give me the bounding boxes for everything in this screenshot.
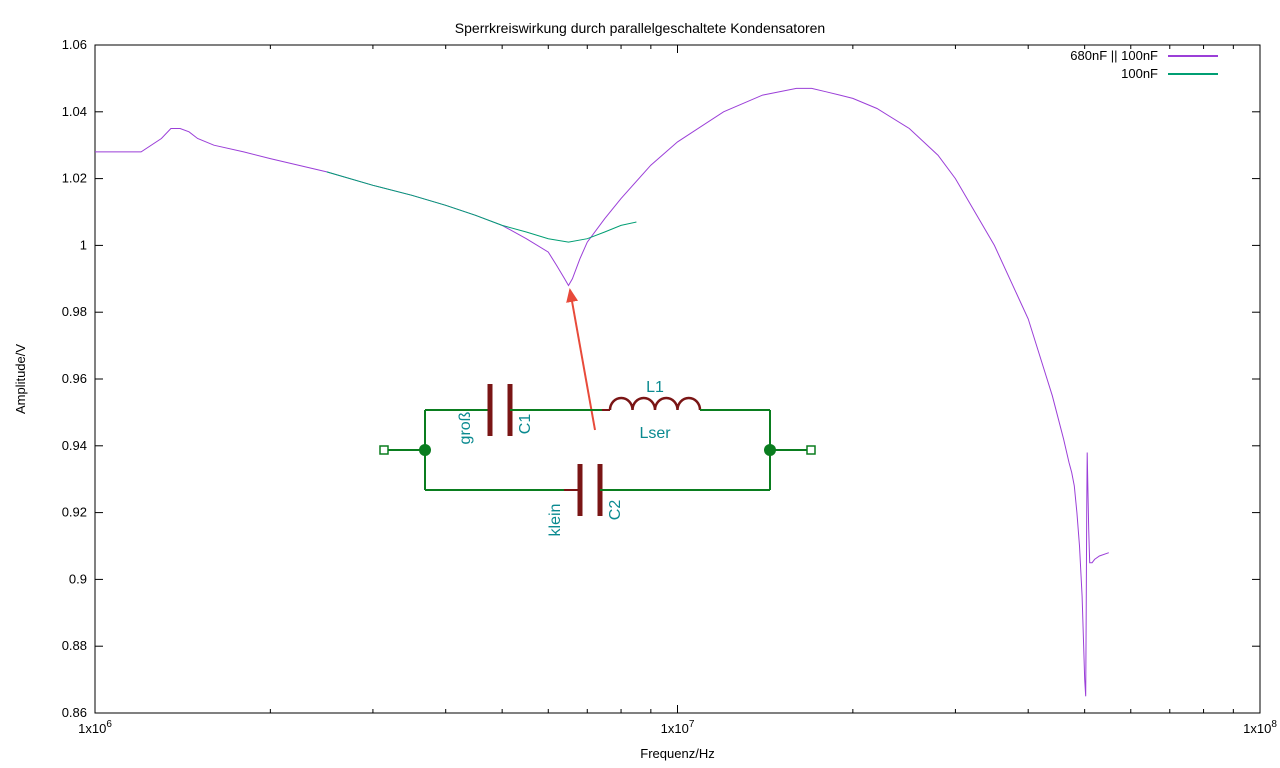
port-right [807, 446, 815, 454]
series-100nF [327, 172, 637, 242]
ytick-label: 0.94 [62, 438, 87, 453]
legend-label: 100nF [1121, 66, 1158, 81]
inductor-l1 [610, 398, 700, 410]
ytick-label: 0.88 [62, 638, 87, 653]
ytick-label: 0.96 [62, 371, 87, 386]
plot-border [95, 45, 1260, 713]
circuit-label: L1 [646, 379, 664, 396]
circuit-label: C1 [517, 414, 534, 435]
series-680nF || 100nF [95, 88, 1109, 696]
ytick-label: 1.06 [62, 37, 87, 52]
ytick-label: 0.86 [62, 705, 87, 720]
ytick-label: 0.98 [62, 304, 87, 319]
xlabel: Frequenz/Hz [640, 746, 714, 761]
ytick-label: 1 [80, 237, 87, 252]
ytick-label: 0.92 [62, 505, 87, 520]
ytick-label: 1.02 [62, 171, 87, 186]
circuit-label: groß [457, 411, 474, 444]
ytick-label: 1.04 [62, 104, 87, 119]
circuit-label: Lser [639, 425, 671, 442]
legend-label: 680nF || 100nF [1070, 48, 1158, 63]
port-left [380, 446, 388, 454]
circuit-label: klein [547, 504, 564, 537]
ylabel: Amplitude/V [13, 344, 28, 414]
circuit-label: C2 [607, 500, 624, 521]
xtick-label: 1x106 [78, 719, 112, 736]
xtick-label: 1x108 [1243, 719, 1277, 736]
chart-svg: 0.86 0.88 0.9 0.92 0.94 0.96 0.98 1 1.02 1.04 1.06… [0, 0, 1280, 768]
xtick-label: 1x107 [661, 719, 695, 736]
ytick-label: 0.9 [69, 571, 87, 586]
